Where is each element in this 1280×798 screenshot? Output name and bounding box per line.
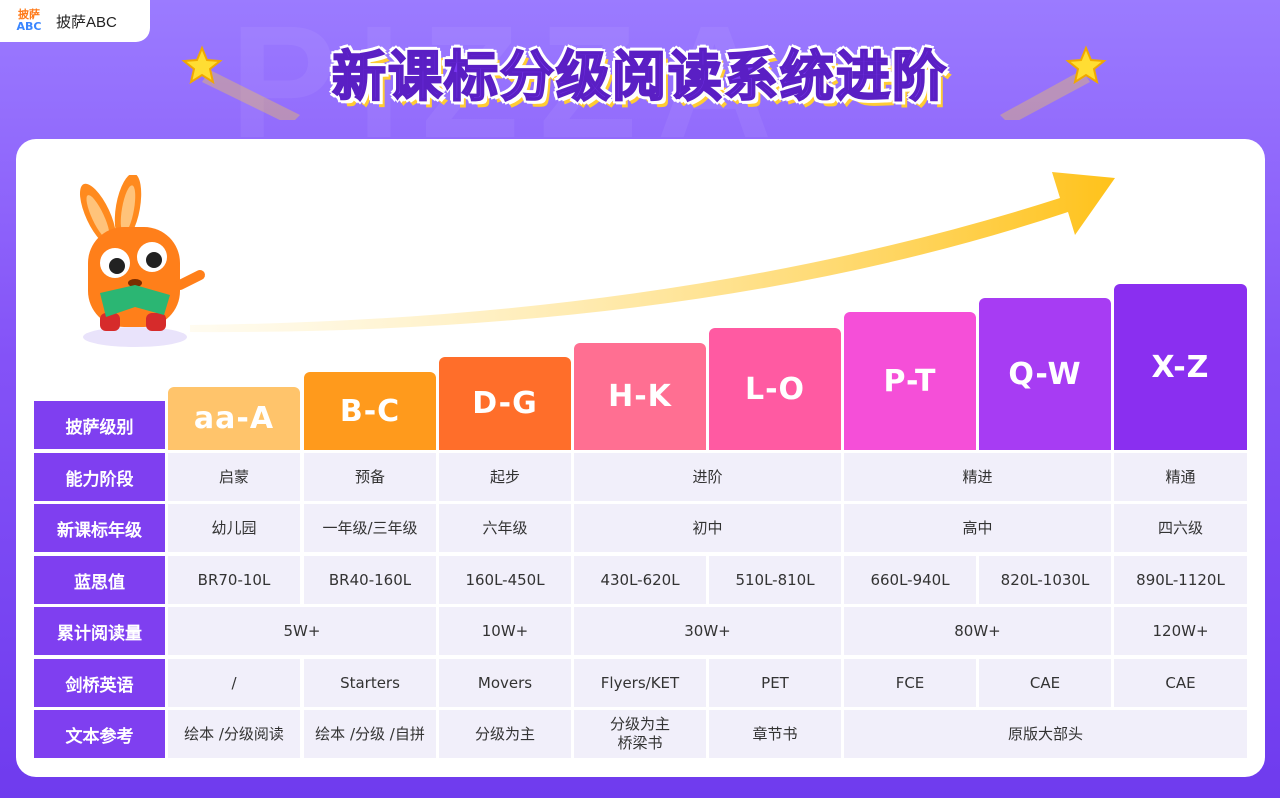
level-step-aa-A: aa-A (168, 387, 300, 450)
lexile-cell: 160L-450L (439, 556, 571, 604)
volume-cell: 80W+ (844, 607, 1111, 655)
volume-cell: 30W+ (574, 607, 841, 655)
level-step-X-Z: X-Z (1114, 284, 1247, 450)
brand-tag: 披萨 ABC 披萨ABC (0, 0, 150, 42)
progress-arrow-icon (190, 172, 1115, 333)
level-step-L-O: L-O (709, 328, 841, 450)
ability-cell: 精通 (1114, 453, 1247, 501)
cambridge-cell: Flyers/KET (574, 659, 706, 707)
grade-cell: 初中 (574, 504, 841, 552)
text-cell: 绘本 /分级 /自拼 (304, 710, 436, 758)
cambridge-cell: PET (709, 659, 841, 707)
text-cell-two-line: 分级为主 桥梁书 (574, 710, 706, 758)
ability-cell: 进阶 (574, 453, 841, 501)
lexile-cell: 430L-620L (574, 556, 706, 604)
ability-cell: 起步 (439, 453, 571, 501)
lexile-cell: 890L-1120L (1114, 556, 1247, 604)
row-header-volume: 累计阅读量 (34, 607, 165, 655)
cambridge-cell: Movers (439, 659, 571, 707)
row-header-cambridge: 剑桥英语 (34, 659, 165, 707)
lexile-cell: 820L-1030L (979, 556, 1111, 604)
grade-cell: 幼儿园 (168, 504, 300, 552)
volume-cell: 5W+ (168, 607, 436, 655)
lexile-cell: 510L-810L (709, 556, 841, 604)
text-cell-line1: 分级为主 (609, 715, 670, 733)
ability-cell: 预备 (304, 453, 436, 501)
level-step-P-T: P-T (844, 312, 976, 450)
text-cell-line2: 桥梁书 (617, 734, 663, 752)
lexile-cell: BR70-10L (168, 556, 300, 604)
ability-cell: 启蒙 (168, 453, 300, 501)
text-cell: 绘本 /分级阅读 (168, 710, 300, 758)
volume-cell: 120W+ (1114, 607, 1247, 655)
lexile-cell: BR40-160L (304, 556, 436, 604)
row-header-grade: 新课标年级 (34, 504, 165, 552)
logo-line2: ABC (16, 20, 42, 33)
level-step-B-C: B-C (304, 372, 436, 450)
level-step-Q-W: Q-W (979, 298, 1111, 450)
ability-cell: 精进 (844, 453, 1111, 501)
cambridge-cell: Starters (304, 659, 436, 707)
grade-cell: 六年级 (439, 504, 571, 552)
bunny-mascot-icon (79, 175, 205, 347)
grade-cell: 四六级 (1114, 504, 1247, 552)
text-cell: 章节书 (709, 710, 841, 758)
brand-logo: 披萨 ABC (8, 6, 50, 36)
page-title: 新课标分级阅读系统进阶 (331, 44, 948, 109)
lexile-cell: 660L-940L (844, 556, 976, 604)
text-cell: 原版大部头 (844, 710, 1247, 758)
row-header-level: 披萨级别 (34, 401, 165, 449)
cambridge-cell: CAE (1114, 659, 1247, 707)
star-left-icon (181, 45, 300, 120)
cambridge-cell: / (168, 659, 300, 707)
grade-cell: 高中 (844, 504, 1111, 552)
cambridge-cell: CAE (979, 659, 1111, 707)
level-step-D-G: D-G (439, 357, 571, 450)
text-cell: 分级为主 (439, 710, 571, 758)
logo-line1: 披萨 (18, 8, 40, 21)
brand-name: 披萨ABC (56, 13, 117, 31)
volume-cell: 10W+ (439, 607, 571, 655)
cambridge-cell: FCE (844, 659, 976, 707)
grade-cell: 一年级/三年级 (304, 504, 436, 552)
level-step-H-K: H-K (574, 343, 706, 450)
row-header-ability: 能力阶段 (34, 453, 165, 501)
star-right-icon (1000, 45, 1107, 120)
row-header-lexile: 蓝思值 (34, 556, 165, 604)
row-header-text: 文本参考 (34, 710, 165, 758)
